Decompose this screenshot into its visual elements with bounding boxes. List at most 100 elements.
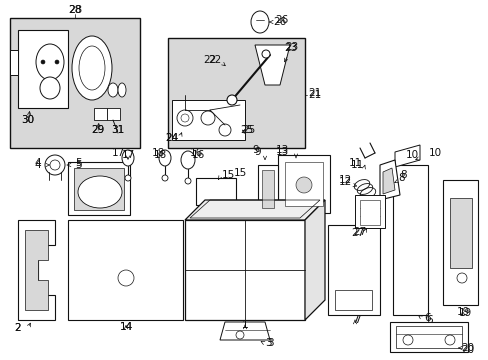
Ellipse shape [108, 83, 118, 97]
Text: 4: 4 [35, 160, 41, 170]
Bar [278, 155, 329, 213]
Polygon shape [389, 322, 467, 352]
Text: 27: 27 [351, 228, 364, 238]
Circle shape [118, 270, 134, 286]
Text: 27: 27 [353, 227, 366, 237]
Circle shape [50, 160, 60, 170]
Text: 21: 21 [308, 90, 321, 100]
Text: 15: 15 [221, 170, 234, 180]
Polygon shape [68, 220, 183, 320]
Circle shape [55, 60, 59, 64]
Text: 19: 19 [455, 307, 468, 317]
Circle shape [295, 177, 311, 193]
Text: 25: 25 [242, 125, 255, 135]
Text: 18: 18 [153, 150, 166, 160]
Text: 1: 1 [241, 320, 248, 330]
Bar [18, 30, 68, 108]
Text: 31: 31 [111, 125, 124, 135]
Text: 6: 6 [424, 313, 430, 323]
Text: 10: 10 [405, 150, 418, 160]
Text: 19: 19 [457, 308, 470, 318]
Circle shape [125, 175, 131, 181]
Bar [94, 108, 107, 120]
Circle shape [226, 95, 237, 105]
Polygon shape [305, 200, 325, 320]
Circle shape [177, 110, 193, 126]
Polygon shape [379, 160, 399, 200]
Polygon shape [258, 165, 278, 213]
Text: 7: 7 [353, 315, 360, 325]
Text: 3: 3 [264, 338, 271, 348]
Polygon shape [327, 225, 379, 315]
Text: 29: 29 [91, 125, 104, 135]
Circle shape [162, 175, 168, 181]
Polygon shape [10, 50, 18, 75]
Polygon shape [184, 220, 305, 320]
Text: 25: 25 [240, 125, 253, 135]
Ellipse shape [79, 46, 105, 90]
Ellipse shape [40, 77, 60, 99]
Text: 11: 11 [350, 160, 363, 170]
Polygon shape [395, 326, 461, 348]
Text: 8: 8 [400, 170, 407, 180]
Circle shape [181, 114, 189, 122]
Text: 1: 1 [241, 320, 248, 330]
Polygon shape [172, 100, 244, 140]
Text: 16: 16 [191, 150, 204, 160]
Circle shape [236, 331, 244, 339]
Text: 11: 11 [347, 158, 361, 168]
Circle shape [402, 335, 412, 345]
Text: 30: 30 [21, 115, 35, 125]
Ellipse shape [122, 150, 134, 166]
Text: 21: 21 [308, 88, 321, 98]
Text: 24: 24 [165, 133, 178, 143]
Text: 26: 26 [273, 17, 286, 27]
Text: 12: 12 [338, 175, 351, 185]
Bar [10, 18, 140, 148]
Polygon shape [74, 168, 124, 210]
Text: 28: 28 [68, 5, 82, 15]
Text: 5: 5 [75, 158, 81, 168]
Text: 28: 28 [68, 5, 81, 15]
Bar [107, 108, 120, 120]
Text: 17: 17 [121, 150, 134, 160]
Polygon shape [18, 220, 55, 320]
Text: 14: 14 [119, 322, 132, 332]
Polygon shape [68, 162, 130, 215]
Text: 2: 2 [15, 323, 21, 333]
Polygon shape [184, 200, 325, 220]
Text: 18: 18 [151, 148, 164, 158]
Text: 10: 10 [427, 148, 441, 158]
Text: 12: 12 [338, 177, 351, 187]
Text: 6: 6 [426, 315, 432, 325]
Text: 4: 4 [35, 158, 41, 168]
Text: 15: 15 [233, 168, 246, 178]
Text: 30: 30 [21, 115, 35, 125]
Ellipse shape [118, 83, 126, 97]
Polygon shape [25, 230, 48, 310]
Ellipse shape [159, 150, 171, 166]
Text: 23: 23 [285, 42, 298, 52]
Circle shape [184, 178, 191, 184]
Polygon shape [392, 165, 427, 315]
Text: 2: 2 [15, 323, 21, 333]
Text: 22: 22 [208, 55, 221, 65]
Text: 17: 17 [111, 148, 124, 158]
Ellipse shape [250, 11, 268, 33]
Text: 13: 13 [275, 145, 288, 155]
Bar [449, 198, 471, 268]
Text: 20: 20 [461, 345, 473, 355]
Text: 29: 29 [91, 125, 104, 135]
Text: 14: 14 [119, 322, 132, 332]
Text: 23: 23 [284, 43, 297, 53]
Text: 22: 22 [203, 55, 216, 65]
Polygon shape [442, 180, 477, 305]
Text: 31: 31 [111, 125, 124, 135]
Text: 3: 3 [266, 338, 273, 348]
Ellipse shape [72, 36, 112, 100]
Polygon shape [254, 45, 289, 85]
Circle shape [41, 60, 45, 64]
Circle shape [219, 124, 230, 136]
Bar [354, 195, 384, 228]
Text: 9: 9 [252, 145, 259, 155]
